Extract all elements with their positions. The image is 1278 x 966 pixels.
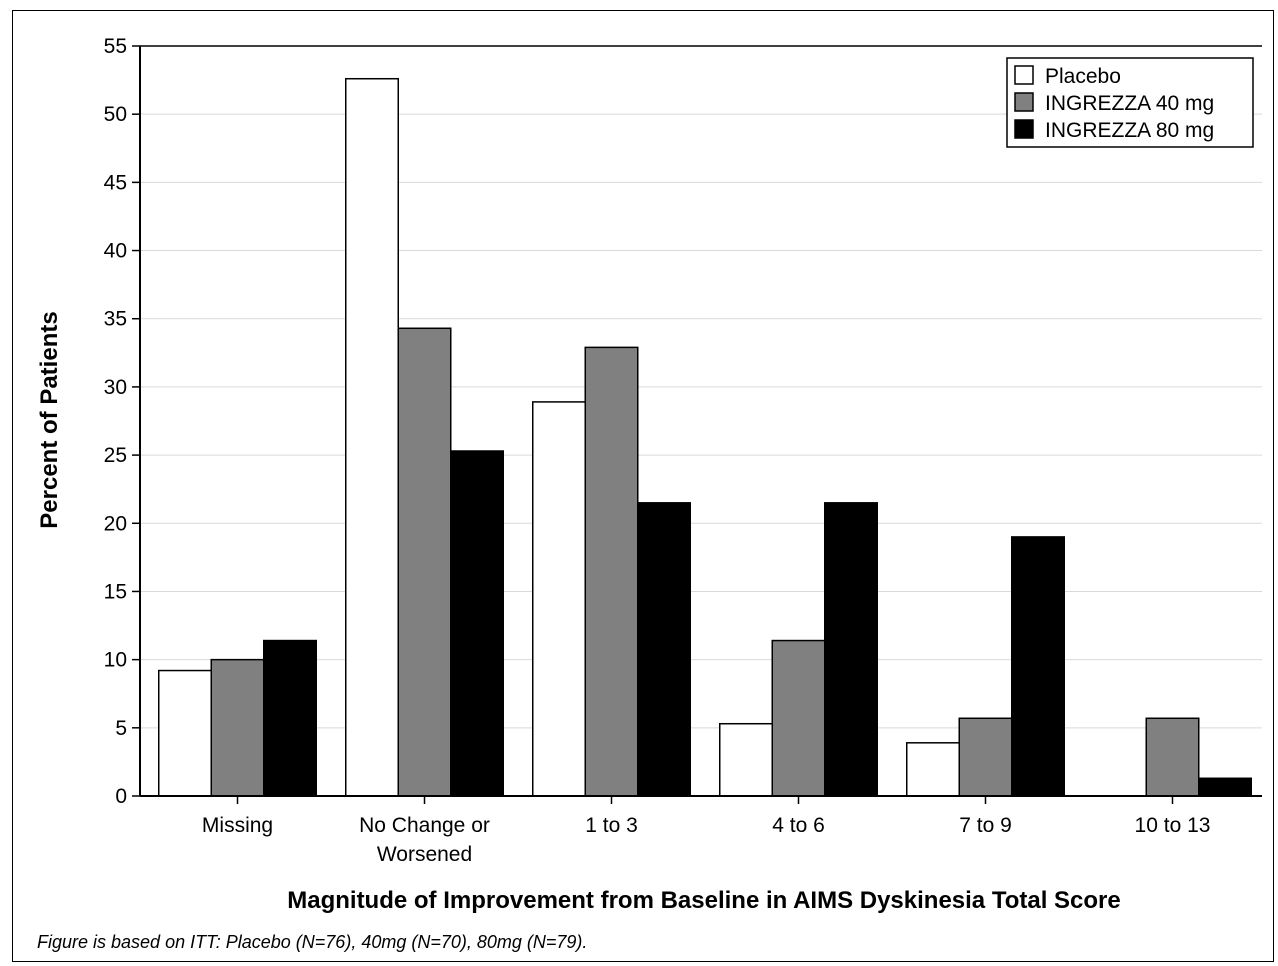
legend-entry: INGREZZA 80 mg	[1045, 119, 1214, 142]
bar-placebo	[906, 742, 960, 797]
y-tick-label: 20	[104, 512, 127, 535]
bar-ingrezza-40-mg	[958, 717, 1013, 797]
bars	[158, 77, 1252, 797]
y-tick-label: 40	[104, 240, 127, 263]
bar-placebo	[158, 669, 212, 797]
chart-frame	[12, 10, 1274, 962]
bar-placebo	[345, 77, 399, 797]
x-category-label: 10 to 13	[1135, 814, 1211, 837]
x-category-label: 7 to 9	[959, 814, 1012, 837]
legend-swatch	[1014, 92, 1034, 112]
bar-ingrezza-40-mg	[1145, 717, 1200, 797]
y-tick-label: 55	[104, 35, 127, 58]
bar-ingrezza-40-mg	[210, 658, 265, 797]
x-category-label: Missing	[202, 814, 273, 837]
y-tick-label: 25	[104, 444, 127, 467]
bar-ingrezza-80-mg	[450, 450, 504, 797]
x-category-label: 4 to 6	[772, 814, 825, 837]
legend-swatch	[1014, 119, 1034, 139]
y-tick-label: 5	[115, 717, 127, 740]
y-tick-label: 35	[104, 308, 127, 331]
x-category-label: No Change or	[359, 814, 490, 837]
bar-ingrezza-80-mg	[1198, 777, 1252, 797]
bar-ingrezza-80-mg	[263, 639, 317, 797]
bar-placebo	[719, 722, 773, 797]
bar-ingrezza-40-mg	[397, 327, 452, 797]
legend: Placebo INGREZZA 40 mg INGREZZA 80 mg	[1006, 57, 1254, 148]
gridlines	[140, 45, 1262, 729]
footnote: Figure is based on ITT: Placebo (N=76), …	[37, 932, 587, 952]
y-tick-label: 10	[104, 649, 127, 672]
x-category-labels: Missing No Change or Worsened 1 to 3 4 to 6 7…	[202, 814, 1211, 866]
x-axis-label: Magnitude of Improvement from Baseline i…	[287, 887, 1121, 914]
bar-ingrezza-80-mg	[1011, 536, 1065, 797]
y-tick-label: 50	[104, 103, 127, 126]
bar-ingrezza-40-mg	[584, 346, 639, 797]
axes	[132, 45, 1262, 804]
bar-ingrezza-40-mg	[771, 639, 826, 797]
y-tick-label: 0	[115, 785, 127, 808]
legend-swatch	[1014, 65, 1034, 85]
legend-entry: Placebo	[1045, 65, 1121, 88]
y-tick-label: 30	[104, 376, 127, 399]
y-axis-label: Percent of Patients	[36, 311, 63, 528]
legend-entry: INGREZZA 40 mg	[1045, 92, 1214, 115]
bar-ingrezza-80-mg	[824, 502, 878, 797]
y-tick-labels: 0 5 10 15 20 25 30 35 40 45 50 55	[104, 35, 127, 808]
legend-box	[1006, 57, 1254, 148]
x-category-label: Worsened	[377, 843, 472, 866]
bar-ingrezza-80-mg	[637, 502, 691, 797]
bar-placebo	[532, 401, 586, 797]
y-tick-label: 45	[104, 171, 127, 194]
x-category-label: 1 to 3	[585, 814, 638, 837]
y-tick-label: 15	[104, 580, 127, 603]
